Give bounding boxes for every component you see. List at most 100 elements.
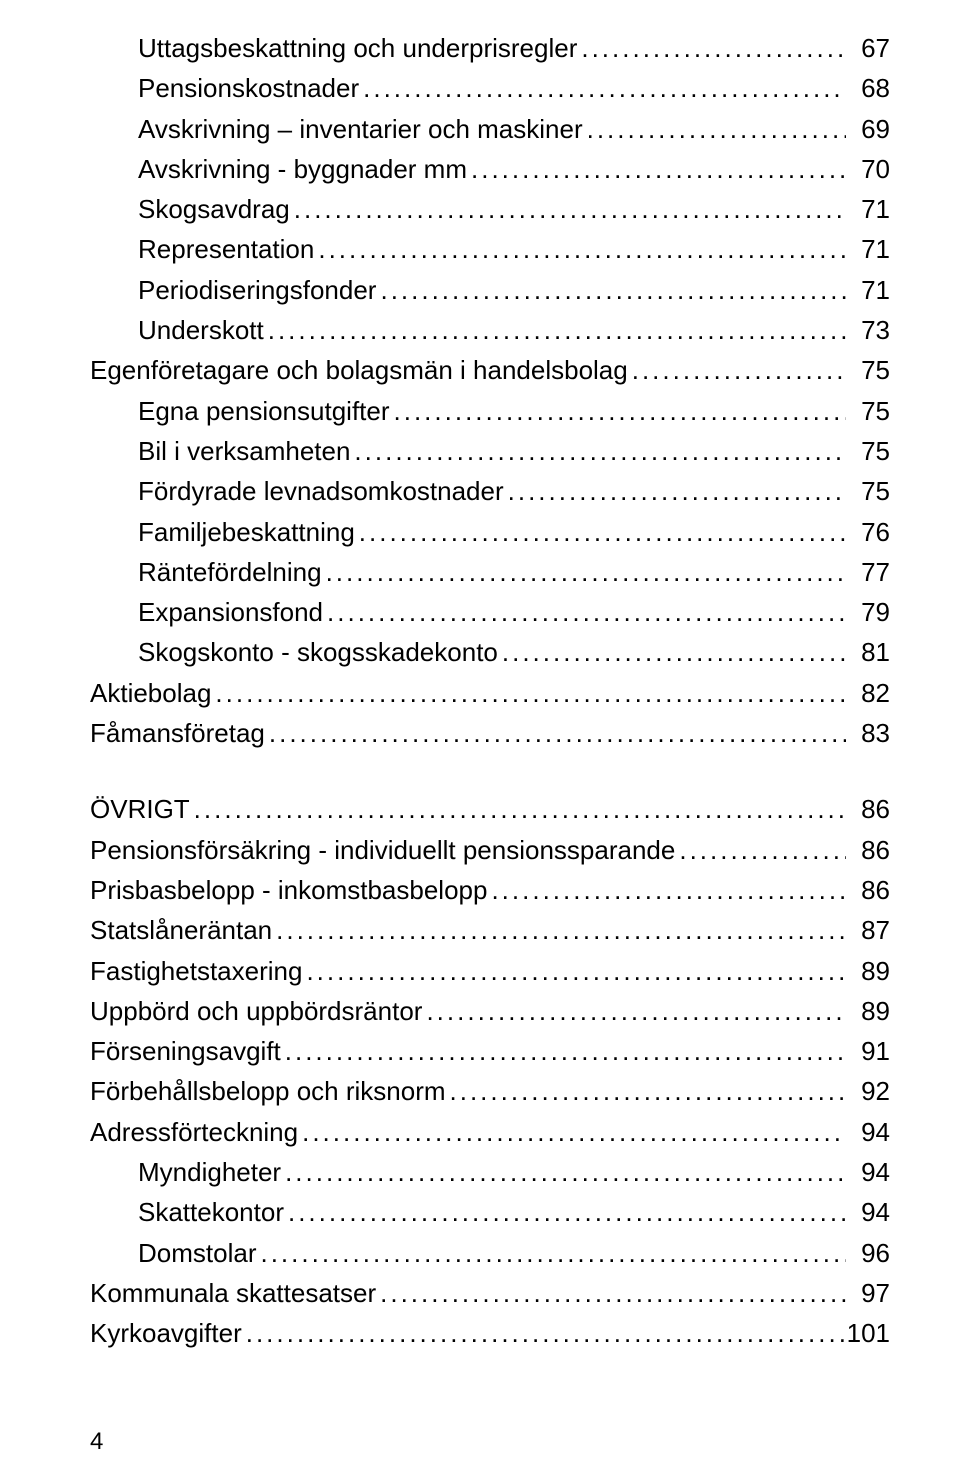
toc-entry-label: Avskrivning - byggnader mm <box>138 149 467 189</box>
toc-entry: Fördyrade levnadsomkostnader75 <box>90 471 890 511</box>
toc-entry-label: Skogskonto - skogsskadekonto <box>138 632 498 672</box>
toc-entry-page: 75 <box>846 431 890 471</box>
toc-entry-page: 89 <box>846 951 890 991</box>
toc-dot-leader <box>376 1273 846 1313</box>
toc-entry-label: Egna pensionsutgifter <box>138 391 390 431</box>
toc-dot-leader <box>298 1112 846 1152</box>
toc-dot-leader <box>323 592 846 632</box>
toc-entry: Skattekontor94 <box>90 1192 890 1232</box>
table-of-contents: Uttagsbeskattning och underprisregler67P… <box>90 28 890 1354</box>
toc-entry: Pensionskostnader68 <box>90 68 890 108</box>
toc-entry-page: 75 <box>846 391 890 431</box>
toc-entry: Expansionsfond 79 <box>90 592 890 632</box>
toc-entry: Egenföretagare och bolagsmän i handelsbo… <box>90 350 890 390</box>
toc-dot-leader <box>446 1071 846 1111</box>
toc-entry-label: Fåmansföretag <box>90 713 265 753</box>
page-number: 4 <box>90 1428 103 1456</box>
toc-entry-page: 73 <box>846 310 890 350</box>
toc-entry: Myndigheter94 <box>90 1152 890 1192</box>
toc-entry-label: Pensionsförsäkring - individuellt pensio… <box>90 830 675 870</box>
toc-entry-label: Domstolar <box>138 1233 256 1273</box>
toc-entry-page: 87 <box>846 910 890 950</box>
toc-entry-page: 101 <box>846 1313 890 1353</box>
toc-entry-label: Adressförteckning <box>90 1112 298 1152</box>
toc-entry-label: Aktiebolag <box>90 673 211 713</box>
section-gap <box>90 753 890 789</box>
toc-dot-leader <box>264 310 846 350</box>
toc-dot-leader <box>256 1233 846 1273</box>
toc-dot-leader <box>211 673 846 713</box>
toc-dot-leader <box>504 471 846 511</box>
toc-dot-leader <box>314 229 846 269</box>
toc-entry-page: 70 <box>846 149 890 189</box>
toc-entry: Avskrivning - byggnader mm 70 <box>90 149 890 189</box>
toc-entry-page: 83 <box>846 713 890 753</box>
toc-dot-leader <box>422 991 846 1031</box>
toc-entry-label: Avskrivning – inventarier och maskiner <box>138 109 583 149</box>
toc-entry-page: 76 <box>846 512 890 552</box>
toc-entry-page: 92 <box>846 1071 890 1111</box>
toc-entry: Periodiseringsfonder71 <box>90 270 890 310</box>
toc-entry-label: ÖVRIGT <box>90 789 190 829</box>
toc-entry-label: Prisbasbelopp - inkomstbasbelopp <box>90 870 487 910</box>
toc-dot-leader <box>390 391 846 431</box>
toc-dot-leader <box>281 1031 846 1071</box>
toc-entry-page: 82 <box>846 673 890 713</box>
toc-entry-page: 86 <box>846 870 890 910</box>
toc-entry-label: Förbehållsbelopp och riksnorm <box>90 1071 446 1111</box>
toc-entry-page: 67 <box>846 28 890 68</box>
toc-entry-label: Familjebeskattning <box>138 512 355 552</box>
toc-entry-label: Expansionsfond <box>138 592 323 632</box>
toc-entry-page: 89 <box>846 991 890 1031</box>
toc-entry-page: 79 <box>846 592 890 632</box>
toc-entry-label: Uttagsbeskattning och underprisregler <box>138 28 577 68</box>
toc-dot-leader <box>242 1313 846 1353</box>
toc-dot-leader <box>467 149 846 189</box>
toc-entry-page: 94 <box>846 1112 890 1152</box>
toc-entry: Avskrivning – inventarier och maskiner 69 <box>90 109 890 149</box>
toc-entry-label: Periodiseringsfonder <box>138 270 376 310</box>
toc-dot-leader <box>322 552 846 592</box>
toc-entry-label: Statslåneräntan <box>90 910 272 950</box>
toc-dot-leader <box>265 713 846 753</box>
toc-dot-leader <box>302 951 846 991</box>
toc-entry: Uttagsbeskattning och underprisregler 67 <box>90 28 890 68</box>
toc-entry-page: 69 <box>846 109 890 149</box>
toc-dot-leader <box>190 789 846 829</box>
toc-dot-leader <box>487 870 846 910</box>
toc-entry-page: 71 <box>846 229 890 269</box>
toc-dot-leader <box>376 270 846 310</box>
toc-dot-leader <box>272 910 846 950</box>
toc-entry-page: 86 <box>846 830 890 870</box>
toc-entry-page: 96 <box>846 1233 890 1273</box>
toc-entry-label: Myndigheter <box>138 1152 281 1192</box>
toc-entry: Uppbörd och uppbördsräntor89 <box>90 991 890 1031</box>
toc-entry: Aktiebolag 82 <box>90 673 890 713</box>
toc-entry-page: 97 <box>846 1273 890 1313</box>
toc-entry: Representation 71 <box>90 229 890 269</box>
toc-entry: Kyrkoavgifter101 <box>90 1313 890 1353</box>
document-page: Uttagsbeskattning och underprisregler67P… <box>0 0 960 1480</box>
toc-entry: Förseningsavgift91 <box>90 1031 890 1071</box>
toc-entry: Adressförteckning 94 <box>90 1112 890 1152</box>
toc-entry-label: Representation <box>138 229 314 269</box>
toc-entry-page: 68 <box>846 68 890 108</box>
toc-entry: Pensionsförsäkring - individuellt pensio… <box>90 830 890 870</box>
toc-entry-page: 71 <box>846 189 890 229</box>
toc-entry: Domstolar 96 <box>90 1233 890 1273</box>
toc-dot-leader <box>355 512 846 552</box>
toc-dot-leader <box>498 632 846 672</box>
toc-entry-label: Räntefördelning <box>138 552 322 592</box>
toc-entry-label: Fastighetstaxering <box>90 951 302 991</box>
toc-entry-page: 77 <box>846 552 890 592</box>
toc-entry: Fastighetstaxering 89 <box>90 951 890 991</box>
toc-dot-leader <box>290 189 846 229</box>
toc-entry: Underskott73 <box>90 310 890 350</box>
toc-entry-label: Skattekontor <box>138 1192 284 1232</box>
toc-dot-leader <box>628 350 846 390</box>
toc-dot-leader <box>359 68 846 108</box>
toc-entry: Familjebeskattning 76 <box>90 512 890 552</box>
toc-entry-label: Fördyrade levnadsomkostnader <box>138 471 504 511</box>
toc-dot-leader <box>281 1152 846 1192</box>
toc-entry: Kommunala skattesatser97 <box>90 1273 890 1313</box>
